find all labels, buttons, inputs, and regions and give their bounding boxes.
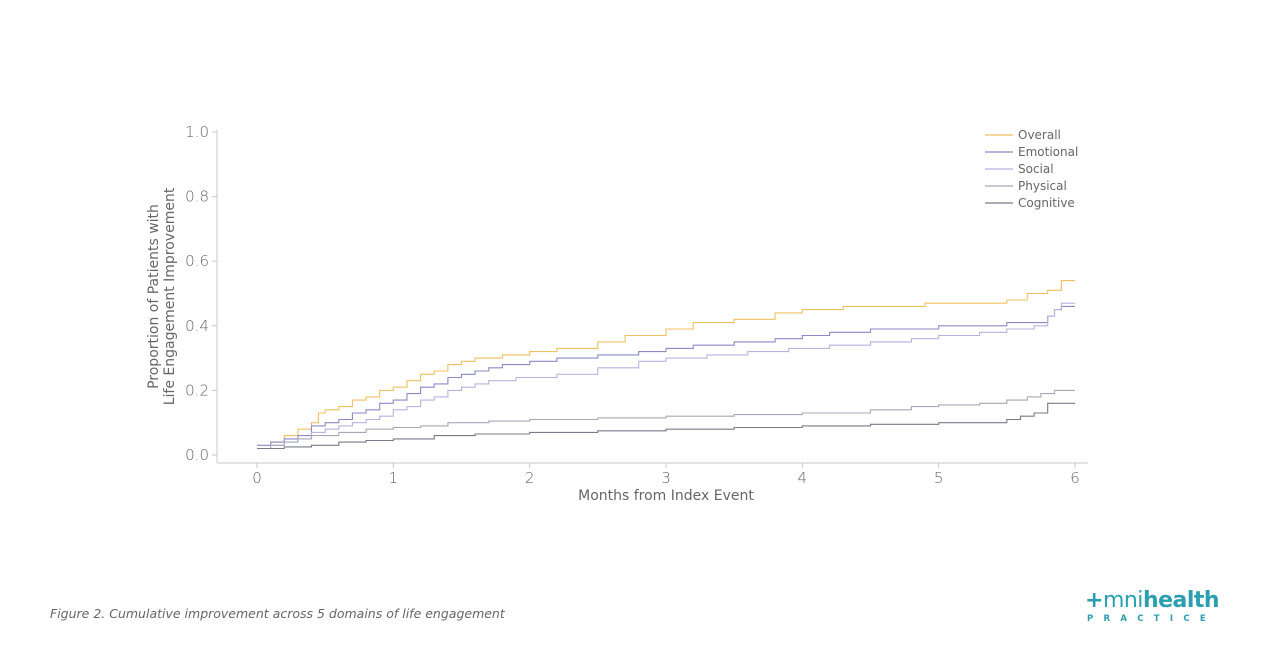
legend-label-cognitive: Cognitive — [1018, 196, 1075, 210]
legend-label-physical: Physical — [1018, 179, 1067, 193]
legend: Overall Emotional Social Physical Cognitive — [985, 128, 1078, 210]
y-tick-label: 0.0 — [185, 446, 209, 464]
series-line-physical — [257, 389, 1075, 450]
y-axis-title: Proportion of Patients withLife Engageme… — [146, 187, 178, 405]
x-tick-label: 4 — [798, 469, 808, 487]
axis-labels: 0.0 0.2 0.4 0.6 0.8 1.0 0 1 2 3 4 5 6 Months from Ind… — [146, 123, 1080, 504]
x-tick-label: 2 — [525, 469, 535, 487]
y-tick-label: 0.6 — [185, 252, 209, 270]
y-axis-title-line: Life Engagement Improvement — [162, 187, 178, 405]
axes — [212, 130, 1088, 468]
y-axis-title-line: Proportion of Patients with — [146, 204, 162, 389]
legend-label-social: Social — [1018, 162, 1054, 176]
series-line-cognitive — [257, 402, 1075, 450]
brand-plus-mark: + — [1085, 588, 1103, 613]
omnihealth-logo: +mnihealth PRACTICE — [1085, 588, 1225, 628]
series-lines — [257, 280, 1075, 450]
x-tick-label: 5 — [934, 469, 944, 487]
series-line-social — [257, 302, 1075, 450]
x-axis-title: Months from Index Event — [578, 488, 754, 504]
x-tick-label: 6 — [1070, 469, 1080, 487]
brand-name-part2: health — [1142, 588, 1220, 613]
y-tick-label: 0.8 — [185, 188, 209, 206]
series-line-emotional — [257, 305, 1075, 446]
brand-name-part1: mni — [1102, 588, 1144, 613]
x-tick-label: 3 — [661, 469, 671, 487]
brand-tagline: PRACTICE — [1087, 614, 1216, 624]
x-tick-label: 1 — [389, 469, 399, 487]
y-tick-label: 0.2 — [185, 381, 209, 399]
x-tick-label: 0 — [252, 469, 262, 487]
legend-label-overall: Overall — [1018, 128, 1061, 142]
series-line-overall — [257, 280, 1075, 450]
figure-caption: Figure 2. Cumulative improvement across … — [50, 606, 505, 621]
legend-label-emotional: Emotional — [1018, 145, 1078, 159]
brand-wordmark: +mnihealth — [1085, 588, 1220, 614]
y-tick-label: 0.4 — [185, 317, 209, 335]
y-tick-label: 1.0 — [185, 123, 209, 141]
